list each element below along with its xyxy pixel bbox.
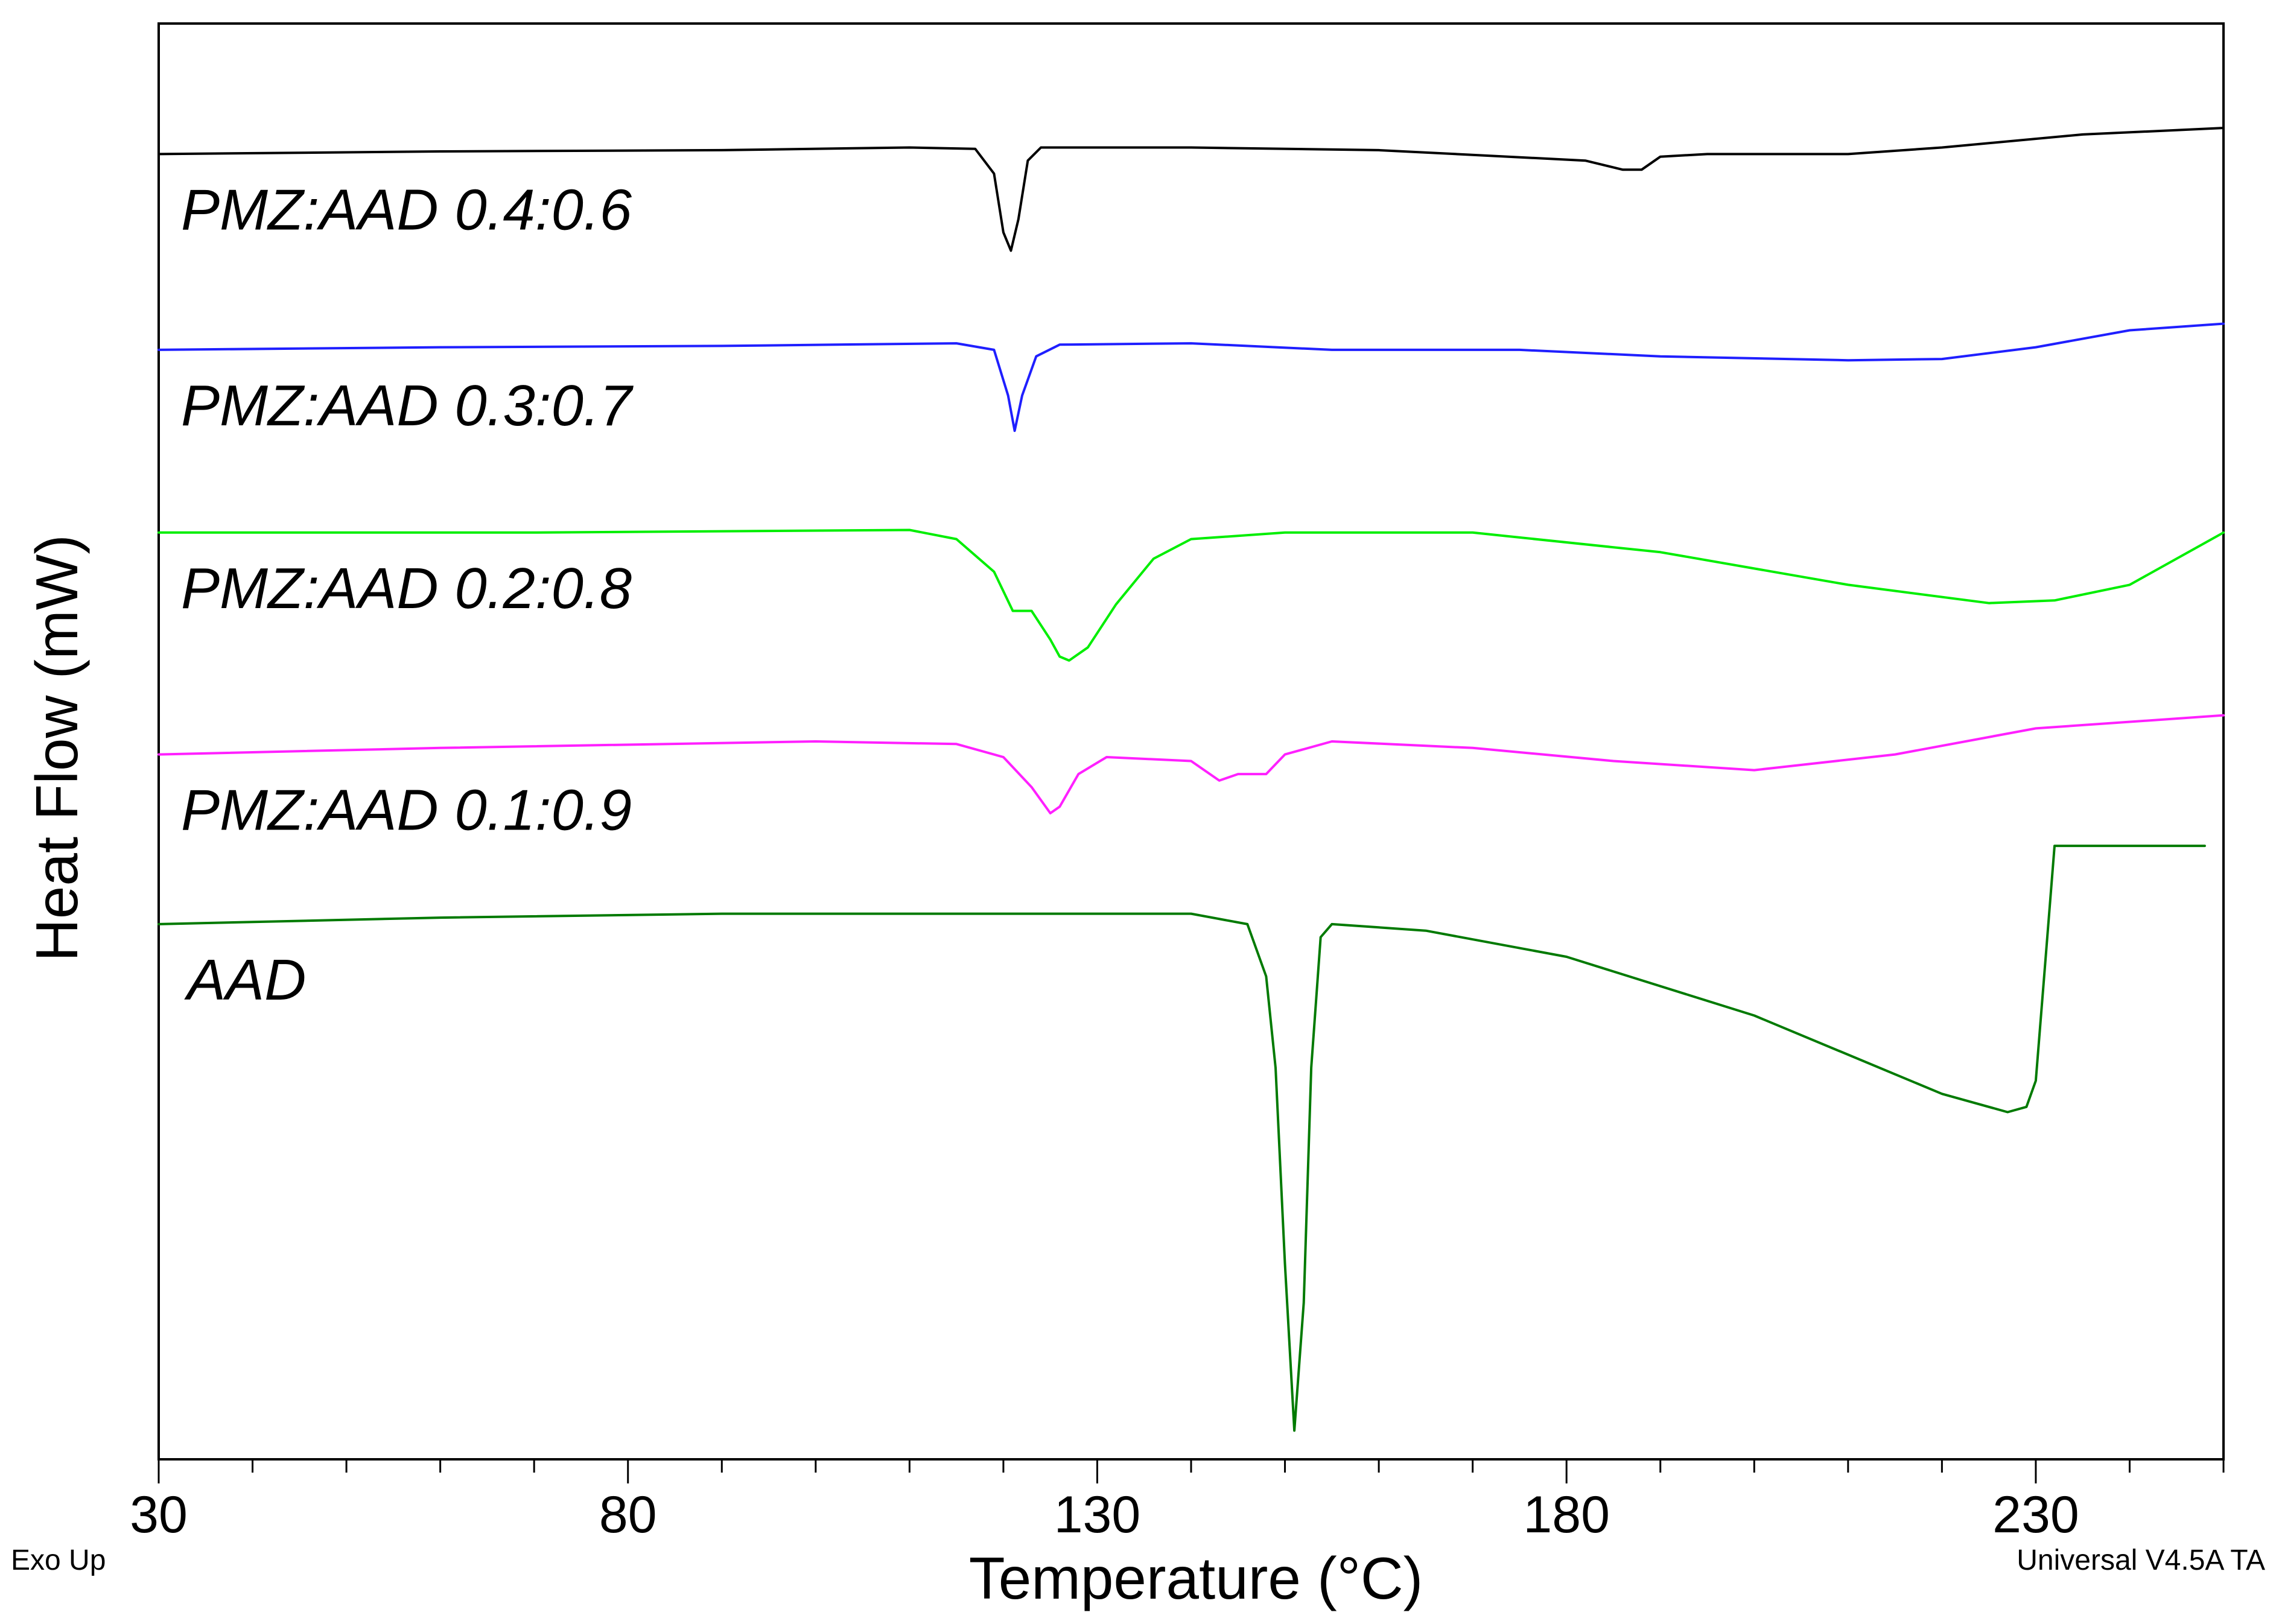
x-axis-title: Temperature (°C) xyxy=(969,1545,1423,1611)
x-tick-label: 130 xyxy=(1054,1486,1141,1544)
x-axis-tick-labels: 30 80 130 180 230 xyxy=(130,1486,2079,1544)
series-label: PMZ:AAD 0.1:0.9 xyxy=(181,778,632,843)
series-line xyxy=(157,714,2225,814)
x-tick-label: 230 xyxy=(1992,1486,2079,1544)
x-axis-ticks xyxy=(157,1459,2225,1483)
series-label: PMZ:AAD 0.4:0.6 xyxy=(181,177,632,242)
exo-up-note: Exo Up xyxy=(11,1544,106,1576)
x-tick-label: 30 xyxy=(130,1486,188,1544)
series-lines xyxy=(157,127,2225,1432)
series-label: PMZ:AAD 0.3:0.7 xyxy=(181,373,634,438)
series-labels: PMZ:AAD 0.4:0.6 PMZ:AAD 0.3:0.7 PMZ:AAD 0.… xyxy=(181,177,634,1012)
series-line xyxy=(157,845,2206,1432)
series-line xyxy=(157,322,2225,433)
series-line xyxy=(157,528,2225,662)
x-tick-label: 180 xyxy=(1523,1486,1610,1544)
x-tick-label: 80 xyxy=(599,1486,657,1544)
series-label: AAD xyxy=(184,948,306,1012)
series-label: PMZ:AAD 0.2:0.8 xyxy=(181,556,632,621)
series-line xyxy=(157,127,2225,252)
y-axis-title: Heat Flow (mW) xyxy=(24,534,90,962)
software-version-note: Universal V4.5A TA xyxy=(2017,1544,2265,1576)
